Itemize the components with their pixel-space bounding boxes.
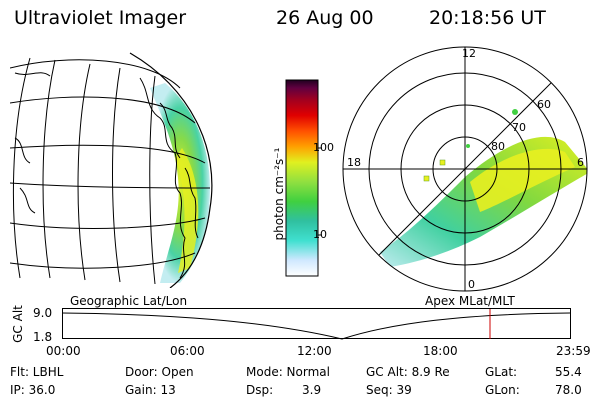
orbit-ytick-1.8: 1.8 [33,330,53,344]
status-flt: Flt: LBHL [10,365,64,379]
lat-label-70: 70 [512,121,526,134]
polar-mlt-plot [342,46,588,292]
orbit-xtick-1800: 18:00 [423,344,458,358]
mlt-label-12: 12 [462,47,476,60]
color-bar [285,79,322,277]
status-dsp-value: 3.9 [302,383,322,397]
orbit-xtick-0600: 06:00 [170,344,205,358]
mlt-label-18: 18 [347,156,361,169]
status-ip: IP: 36.0 [10,383,56,397]
lat-label-80: 80 [491,140,505,153]
status-glat-label: GLat: [485,365,518,379]
date-label: 26 Aug 00 [276,7,374,29]
orbit-xtick-1200: 12:00 [297,344,332,358]
status-gc-alt: GC Alt: 8.9 Re [366,365,450,379]
status-dsp-label: Dsp: [246,383,274,397]
status-glat-value: 55.4 [555,365,582,379]
status-gain: Gain: 13 [125,383,176,397]
mlt-label-0: 0 [468,278,475,291]
time-label: 20:18:56 UT [429,7,546,29]
orbit-xtick-0000: 00:00 [46,344,81,358]
orbit-ytick-9: 9.0 [33,306,53,320]
right-map-label: Apex MLat/MLT [425,294,515,308]
status-mode: Mode: Normal [246,365,330,379]
instrument-title: Ultraviolet Imager [14,7,187,29]
orbit-ylabel: GC Alt [11,305,25,343]
status-glon-value: 78.0 [555,383,582,397]
status-glon-label: GLon: [485,383,520,397]
status-door: Door: Open [125,365,194,379]
left-map-label: Geographic Lat/Lon [70,294,188,308]
colorbar-tick-10: 10 [313,228,327,241]
colorbar-unit-label: photon cm⁻²s⁻¹ [272,147,286,241]
status-seq: Seq: 39 [366,383,412,397]
mlt-label-6: 6 [577,156,584,169]
colorbar-tick-100: 100 [313,141,334,154]
lat-label-60: 60 [537,98,551,111]
orbit-altitude-plot [61,308,571,340]
orbit-xtick-2359: 23:59 [556,344,591,358]
geographic-map [10,52,213,288]
